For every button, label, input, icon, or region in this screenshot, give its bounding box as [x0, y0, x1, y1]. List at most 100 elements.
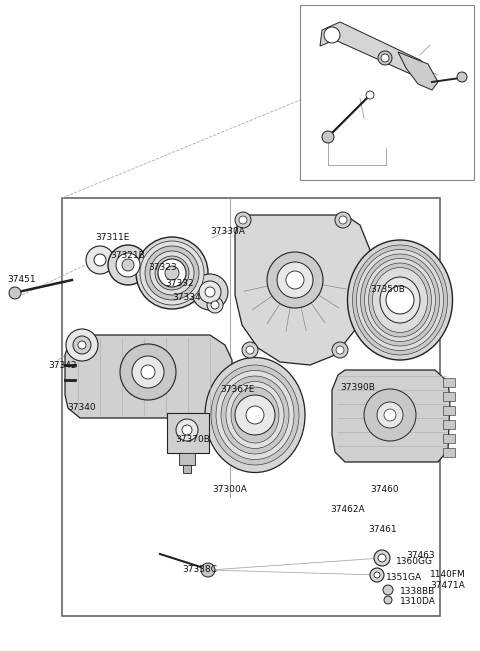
Polygon shape [398, 52, 438, 90]
Circle shape [73, 336, 91, 354]
Circle shape [383, 585, 393, 595]
Circle shape [141, 365, 155, 379]
Text: 37334: 37334 [172, 294, 201, 303]
Text: 37367E: 37367E [220, 385, 254, 395]
Text: 1338BB: 1338BB [400, 587, 435, 596]
Polygon shape [235, 215, 370, 365]
Circle shape [381, 54, 389, 62]
Circle shape [136, 237, 208, 309]
Bar [443, 378, 455, 387]
Text: 37340: 37340 [67, 404, 96, 413]
Circle shape [150, 251, 194, 295]
Circle shape [176, 419, 198, 441]
Text: 37462A: 37462A [330, 505, 365, 514]
Circle shape [378, 554, 386, 562]
Circle shape [140, 241, 204, 305]
Circle shape [205, 287, 215, 297]
Polygon shape [65, 335, 232, 418]
Text: 1140FM
37471A: 1140FM 37471A [430, 570, 466, 590]
Polygon shape [332, 370, 450, 462]
Circle shape [94, 254, 106, 266]
Text: 37350B: 37350B [370, 286, 405, 294]
Text: 37323: 37323 [148, 264, 177, 273]
Text: 37311E: 37311E [95, 234, 130, 243]
Circle shape [322, 131, 334, 143]
Circle shape [384, 409, 396, 421]
Circle shape [145, 246, 199, 300]
Circle shape [116, 253, 140, 277]
Ellipse shape [216, 370, 294, 460]
Text: 37461: 37461 [368, 525, 396, 534]
Circle shape [277, 262, 313, 298]
Ellipse shape [352, 245, 447, 355]
Circle shape [158, 259, 186, 287]
Bar [443, 448, 455, 457]
Circle shape [239, 216, 247, 224]
Ellipse shape [364, 258, 435, 342]
Circle shape [108, 245, 148, 285]
Circle shape [155, 256, 189, 290]
Circle shape [374, 550, 390, 566]
Circle shape [332, 342, 348, 358]
Circle shape [9, 287, 21, 299]
Ellipse shape [211, 365, 299, 465]
Bar [443, 392, 455, 401]
Text: 37460: 37460 [371, 486, 399, 495]
Text: 37332: 37332 [165, 279, 193, 288]
Bar [179, 453, 195, 465]
Circle shape [120, 344, 176, 400]
Text: 37300A: 37300A [213, 486, 247, 495]
Ellipse shape [357, 249, 444, 350]
Circle shape [370, 568, 384, 582]
Text: 1310DA: 1310DA [400, 596, 436, 605]
Text: 37390B: 37390B [340, 383, 375, 393]
Ellipse shape [231, 387, 279, 443]
Ellipse shape [380, 277, 420, 323]
Circle shape [235, 212, 251, 228]
Circle shape [335, 212, 351, 228]
Ellipse shape [226, 381, 284, 449]
Circle shape [386, 286, 414, 314]
Ellipse shape [205, 357, 305, 473]
Circle shape [324, 27, 340, 43]
Ellipse shape [372, 268, 428, 333]
Circle shape [207, 297, 223, 313]
Circle shape [246, 406, 264, 424]
Bar [300, 5, 474, 180]
Bar [183, 465, 191, 473]
Polygon shape [320, 22, 430, 80]
Text: 37321B: 37321B [110, 251, 145, 260]
Bar [62, 198, 440, 616]
Circle shape [364, 389, 416, 441]
Circle shape [192, 274, 228, 310]
Circle shape [201, 563, 215, 577]
Circle shape [366, 91, 374, 99]
Ellipse shape [369, 263, 432, 337]
Circle shape [339, 216, 347, 224]
Text: 37451: 37451 [8, 275, 36, 284]
Ellipse shape [360, 254, 440, 346]
Bar [167, 413, 209, 453]
Circle shape [199, 281, 221, 303]
Text: 1360GG: 1360GG [396, 557, 433, 566]
Circle shape [235, 395, 275, 435]
Circle shape [374, 572, 380, 578]
Circle shape [246, 346, 254, 354]
Text: 37370B: 37370B [175, 436, 210, 445]
Bar [443, 420, 455, 429]
Bar [443, 434, 455, 443]
Circle shape [78, 341, 86, 349]
Circle shape [377, 402, 403, 428]
Ellipse shape [221, 376, 289, 454]
Text: 37330A: 37330A [210, 227, 245, 236]
Ellipse shape [348, 240, 453, 360]
Circle shape [286, 271, 304, 289]
Text: 1351GA: 1351GA [386, 574, 422, 583]
Circle shape [86, 246, 114, 274]
Circle shape [132, 356, 164, 388]
Circle shape [384, 596, 392, 604]
Circle shape [378, 51, 392, 65]
Circle shape [165, 266, 179, 280]
Circle shape [242, 342, 258, 358]
Bar [443, 406, 455, 415]
